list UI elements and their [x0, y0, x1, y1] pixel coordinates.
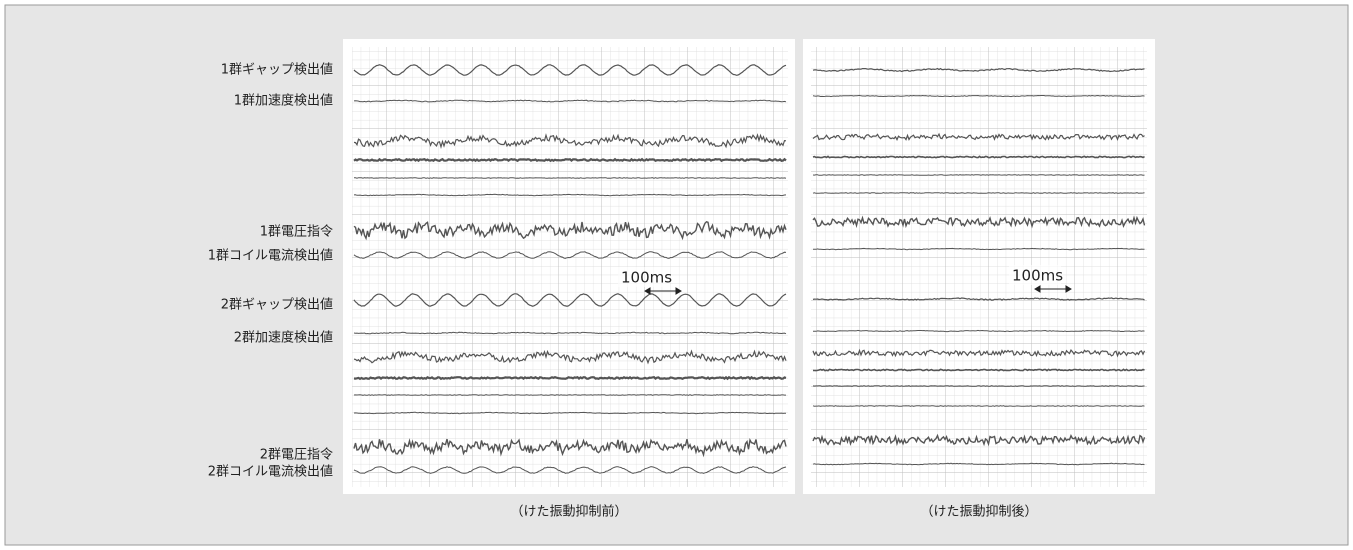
trace	[354, 377, 786, 379]
signal-label: 2群ギャップ検出値	[221, 297, 333, 313]
signal-label: 2群コイル電流検出値	[208, 464, 333, 480]
trace	[354, 395, 786, 396]
trace	[813, 406, 1145, 407]
signal-label: 2群電圧指令	[260, 448, 333, 463]
panel-caption: （けた振動抑制前）	[510, 504, 627, 520]
trace	[813, 193, 1145, 194]
scale-label: 100ms	[1012, 267, 1063, 285]
signal-label: 2群加速度検出値	[234, 330, 333, 346]
trace	[813, 156, 1145, 157]
signal-label: 1群ギャップ検出値	[221, 62, 333, 78]
panel-caption: （けた振動抑制後）	[920, 505, 1037, 520]
trace	[354, 159, 786, 161]
recording-paper	[352, 47, 788, 487]
scale-label: 100ms	[621, 269, 672, 287]
trace	[813, 386, 1145, 387]
trace	[813, 369, 1145, 370]
figure: 1群ギャップ検出値 1群加速度検出値 1群電圧指令 1群コイル電流検出値 2群ギ…	[0, 0, 1353, 550]
trace	[354, 178, 786, 179]
signal-label: 1群電圧指令	[260, 225, 333, 240]
signal-label: 1群加速度検出値	[234, 93, 333, 109]
trace	[813, 175, 1145, 176]
signal-label: 1群コイル電流検出値	[208, 248, 333, 264]
recording-paper	[811, 47, 1147, 487]
